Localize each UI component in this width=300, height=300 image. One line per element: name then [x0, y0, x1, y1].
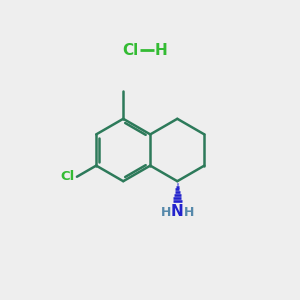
Text: H: H: [183, 206, 194, 219]
Text: Cl: Cl: [60, 170, 74, 183]
Text: N: N: [171, 203, 184, 218]
Text: H: H: [155, 43, 168, 58]
Text: H: H: [161, 206, 171, 219]
Text: Cl: Cl: [122, 43, 138, 58]
